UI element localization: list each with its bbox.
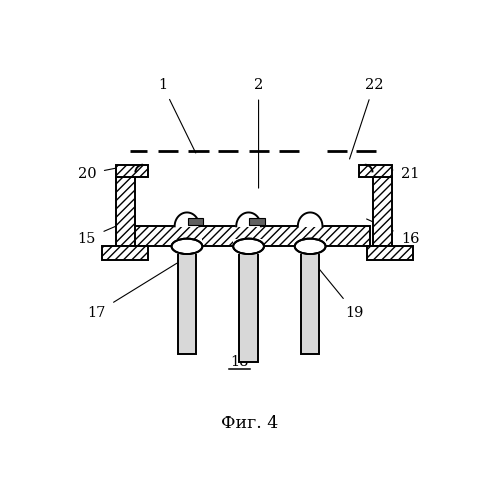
Bar <box>116 164 148 177</box>
Bar <box>102 246 148 260</box>
Text: Фиг. 4: Фиг. 4 <box>222 415 279 432</box>
Text: 15: 15 <box>78 219 133 246</box>
Polygon shape <box>298 212 323 226</box>
Text: 17: 17 <box>88 263 177 320</box>
Polygon shape <box>236 212 261 226</box>
Text: 1: 1 <box>158 78 196 153</box>
Bar <box>360 164 392 177</box>
Bar <box>188 218 203 225</box>
Text: 16: 16 <box>366 219 420 246</box>
Bar <box>372 177 392 246</box>
Text: 21: 21 <box>379 167 420 181</box>
Text: 20: 20 <box>78 167 122 181</box>
Polygon shape <box>175 212 199 226</box>
Bar <box>172 238 203 254</box>
Text: 2: 2 <box>254 78 263 188</box>
Bar <box>233 238 264 254</box>
Bar <box>301 246 320 354</box>
Bar <box>367 246 413 260</box>
Bar <box>239 246 258 362</box>
Bar <box>116 177 135 246</box>
Bar <box>130 226 370 246</box>
Text: 18: 18 <box>230 323 248 369</box>
Bar <box>178 246 196 354</box>
Text: 22: 22 <box>349 78 383 159</box>
Bar <box>295 238 325 254</box>
Bar <box>249 218 264 225</box>
Text: 19: 19 <box>315 264 364 320</box>
